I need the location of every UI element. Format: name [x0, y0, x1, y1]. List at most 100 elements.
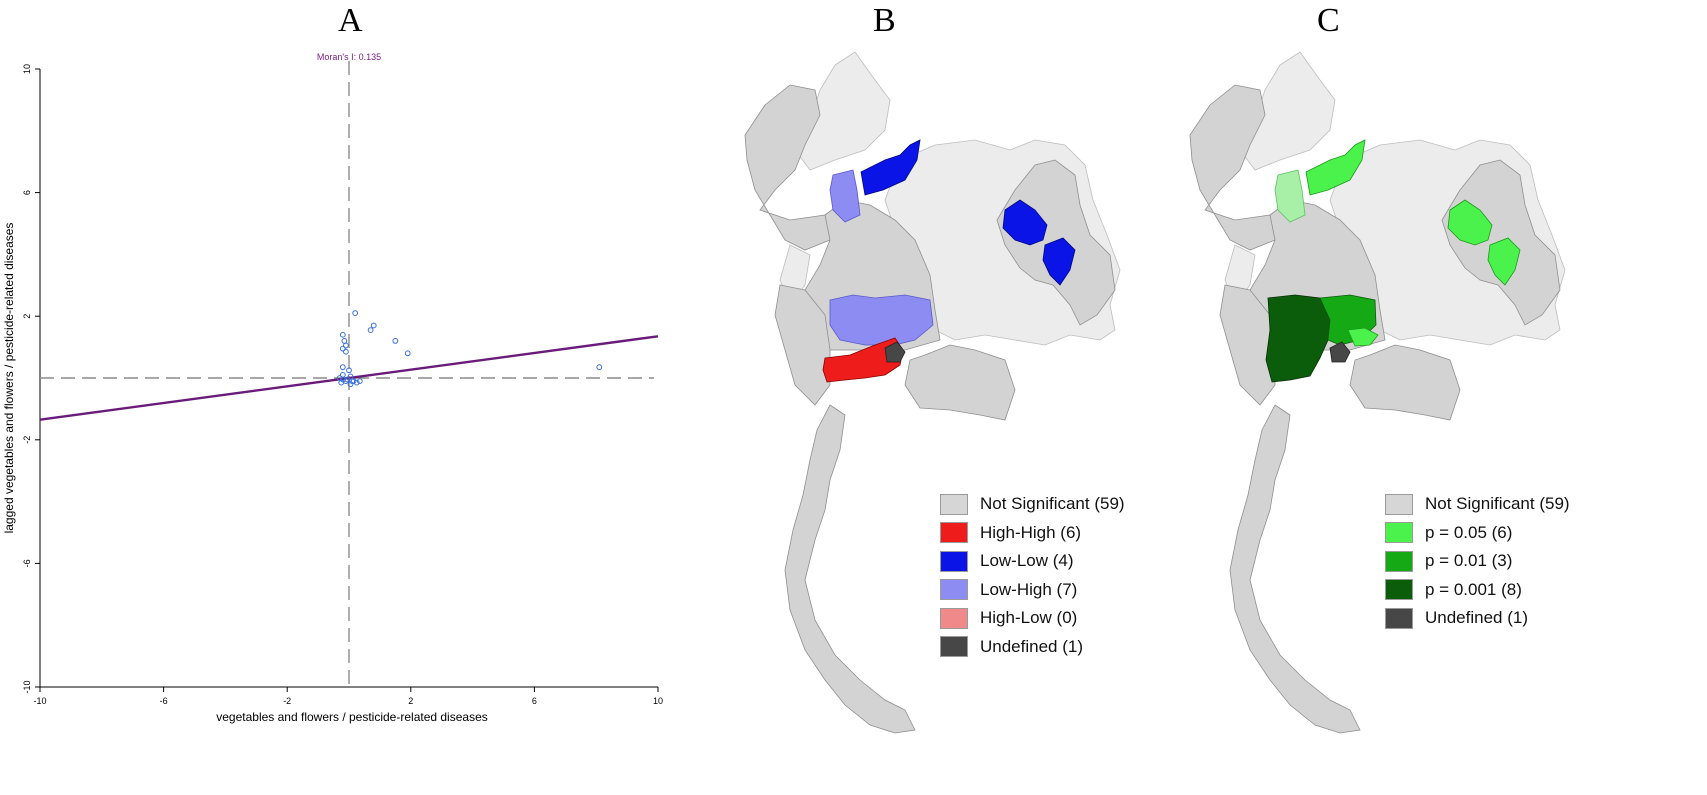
map-c-north-region — [1189, 84, 1291, 251]
cluster-legend: Not Significant (59) High-High (6) Low-Low… — [940, 490, 1125, 661]
map-low-low-northeast-a — [1002, 199, 1048, 246]
data-point — [596, 364, 603, 371]
x-tick-label: -10 — [33, 696, 46, 706]
panel-label-a: A — [338, 2, 363, 39]
y-tick-label: -10 — [22, 680, 32, 693]
legend-label: p = 0.01 (3) — [1425, 551, 1513, 571]
x-tick-label: -6 — [160, 696, 168, 706]
data-point — [339, 364, 346, 371]
y-tick-label: 6 — [22, 190, 32, 195]
legend-item: Not Significant (59) — [1385, 490, 1570, 519]
legend-swatch — [1385, 550, 1413, 572]
map-high-high-central — [822, 337, 904, 383]
legend-label: Low-High (7) — [980, 579, 1078, 599]
map-c-p05-light-north — [1274, 169, 1306, 223]
lisa-significance-map — [1189, 51, 1566, 734]
panel-label-b: B — [873, 2, 896, 39]
significance-legend: Not Significant (59) p = 0.05 (6) p = 0.01… — [1385, 490, 1570, 633]
x-tick-label: 10 — [653, 696, 663, 706]
x-tick-label: -2 — [283, 696, 291, 706]
map-west-region — [774, 284, 831, 406]
legend-item: Undefined (1) — [1385, 604, 1570, 633]
map-c-east-region — [1349, 344, 1461, 421]
map-southern-peninsula — [784, 404, 916, 734]
legend-swatch — [1385, 579, 1413, 601]
panel-label-c: C — [1317, 2, 1340, 39]
data-point — [352, 310, 359, 317]
y-tick-label: 10 — [22, 64, 32, 74]
y-axis-label: lagged vegetables and flowers / pesticid… — [2, 223, 16, 534]
legend-item: High-High (6) — [940, 519, 1125, 548]
data-point — [346, 367, 352, 374]
legend-label: High-High (6) — [980, 522, 1082, 542]
x-tick-label: 2 — [408, 696, 413, 706]
map-c-p05-northeast-b — [1487, 237, 1521, 286]
data-point — [343, 348, 349, 355]
data-point — [338, 379, 345, 386]
legend-item: Not Significant (59) — [940, 490, 1125, 519]
data-point — [339, 372, 346, 378]
legend-label: Low-Low (4) — [980, 551, 1074, 571]
map-c-p001-central — [1265, 294, 1331, 383]
x-axis-label: vegetables and flowers / pesticide-relat… — [216, 710, 488, 724]
y-tick-label: 2 — [22, 314, 32, 319]
legend-item: Low-Low (4) — [940, 547, 1125, 576]
map-north-region — [744, 84, 846, 251]
data-point — [353, 379, 360, 386]
legend-swatch — [940, 579, 968, 601]
data-point — [347, 381, 354, 388]
legend-swatch — [1385, 493, 1413, 515]
map-east-region — [904, 344, 1016, 421]
map-c-west-region — [1219, 284, 1276, 406]
legend-swatch — [940, 550, 968, 572]
morans-i-annotation: Moran's I: 0.135 — [317, 52, 381, 62]
y-axis-ticks: -10 -6 -2 2 6 10 — [22, 64, 40, 694]
data-point — [339, 331, 346, 338]
map-low-low-northeast-b — [1042, 237, 1076, 286]
map-c-p05-north — [1305, 139, 1366, 196]
data-point — [392, 338, 399, 344]
map-undefined-central — [884, 341, 906, 363]
data-point — [356, 378, 363, 384]
x-axis-ticks: -10 -6 -2 2 6 10 — [33, 687, 663, 706]
data-point — [370, 322, 377, 329]
legend-item: p = 0.001 (8) — [1385, 576, 1570, 605]
legend-item: p = 0.05 (6) — [1385, 519, 1570, 548]
data-point — [404, 350, 411, 357]
lisa-cluster-map — [744, 51, 1121, 734]
x-tick-label: 6 — [532, 696, 537, 706]
map-low-high-central — [829, 294, 934, 346]
legend-label: Not Significant (59) — [1425, 494, 1570, 514]
legend-swatch — [1385, 522, 1413, 544]
legend-label: High-Low (0) — [980, 608, 1078, 628]
data-point — [339, 345, 346, 352]
legend-swatch — [940, 522, 968, 544]
legend-label: Not Significant (59) — [980, 494, 1125, 514]
map-low-high-north — [829, 169, 861, 223]
legend-label: p = 0.001 (8) — [1425, 579, 1522, 599]
map-c-southern-peninsula — [1229, 404, 1361, 734]
data-point — [343, 342, 349, 349]
map-c-undefined-central — [1329, 341, 1351, 363]
data-point — [367, 327, 374, 334]
data-point — [347, 373, 354, 380]
y-tick-label: -2 — [22, 436, 32, 444]
legend-swatch — [940, 493, 968, 515]
data-point — [344, 376, 351, 383]
y-tick-label: -6 — [22, 559, 32, 567]
data-points — [336, 310, 603, 388]
moran-scatter-plot: -10 -6 -2 2 6 10 -10 -6 -2 2 6 10 Moran's I: 0.135… — [2, 52, 663, 724]
legend-item: Low-High (7) — [940, 576, 1125, 605]
map-c-p05-northeast-a — [1447, 199, 1493, 246]
map-c-p05-central — [1347, 327, 1379, 347]
legend-item: Undefined (1) — [940, 633, 1125, 662]
legend-swatch — [1385, 607, 1413, 629]
data-point — [341, 338, 348, 344]
legend-label: Undefined (1) — [1425, 608, 1529, 628]
legend-item: High-Low (0) — [940, 604, 1125, 633]
legend-swatch — [940, 607, 968, 629]
legend-swatch — [940, 636, 968, 658]
legend-label: p = 0.05 (6) — [1425, 522, 1513, 542]
data-point — [350, 378, 357, 384]
map-low-low-north — [860, 139, 921, 196]
